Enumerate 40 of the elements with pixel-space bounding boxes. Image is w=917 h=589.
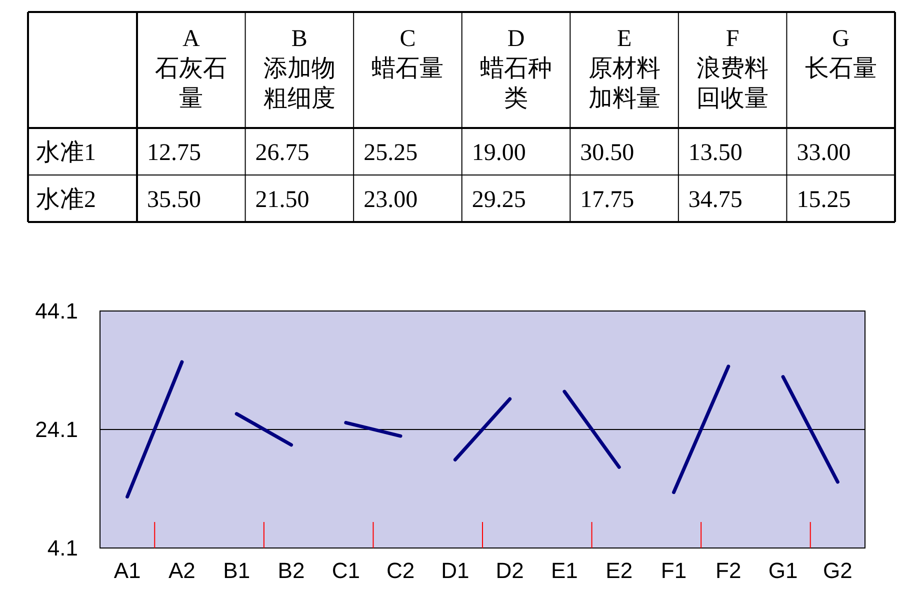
x-tick-label: B 添加物粗细度 xyxy=(263,26,336,112)
x-tick-label: D1 xyxy=(441,558,470,583)
y-tick-label: 水准1 xyxy=(36,140,96,166)
y-tick-label: 水准2 xyxy=(36,187,96,213)
x-tick-label: C1 xyxy=(332,558,360,583)
x-tick-label: A2 xyxy=(168,558,196,583)
data-label: 21.50 xyxy=(255,187,310,213)
data-label: 35.50 xyxy=(147,187,201,213)
data-label: 13.50 xyxy=(688,140,742,166)
x-tick-label: C 蜡石量 xyxy=(372,26,444,82)
x-tick-label: D2 xyxy=(496,558,524,583)
y-tick-label: 24.1 xyxy=(35,417,78,442)
x-tick-label: B2 xyxy=(278,558,305,583)
x-tick-label: G2 xyxy=(823,558,852,583)
x-tick-label: F 浪费料回收量 xyxy=(696,26,769,112)
x-tick-label: E1 xyxy=(551,558,578,583)
data-label: 15.25 xyxy=(796,187,851,213)
data-label: 17.75 xyxy=(580,187,634,213)
data-label: 34.75 xyxy=(688,187,742,213)
x-tick-label: F1 xyxy=(660,558,687,583)
x-tick-label: G1 xyxy=(768,558,798,583)
x-tick-label: E2 xyxy=(606,558,633,583)
x-tick-label: G 长石量 xyxy=(804,26,877,82)
data-label: 33.00 xyxy=(796,140,851,166)
x-tick-label: A1 xyxy=(114,558,141,583)
y-tick-label: 4.1 xyxy=(47,536,78,561)
data-label: 12.75 xyxy=(147,140,201,166)
data-label: 30.50 xyxy=(580,140,634,166)
x-tick-label: A 石灰石量 xyxy=(155,26,228,112)
x-tick-label: F2 xyxy=(716,558,742,583)
data-label: 25.25 xyxy=(364,140,418,166)
data-label: 23.00 xyxy=(364,187,418,213)
y-tick-label: 44.1 xyxy=(35,298,78,324)
data-label: 26.75 xyxy=(255,140,310,166)
x-tick-label: C2 xyxy=(386,558,415,583)
x-tick-label: D 蜡石种类 xyxy=(480,26,552,112)
data-label: 29.25 xyxy=(472,187,526,213)
x-tick-label: B1 xyxy=(223,558,250,583)
data-label: 19.00 xyxy=(472,140,526,166)
x-tick-label: E 原材料加料量 xyxy=(588,26,660,112)
